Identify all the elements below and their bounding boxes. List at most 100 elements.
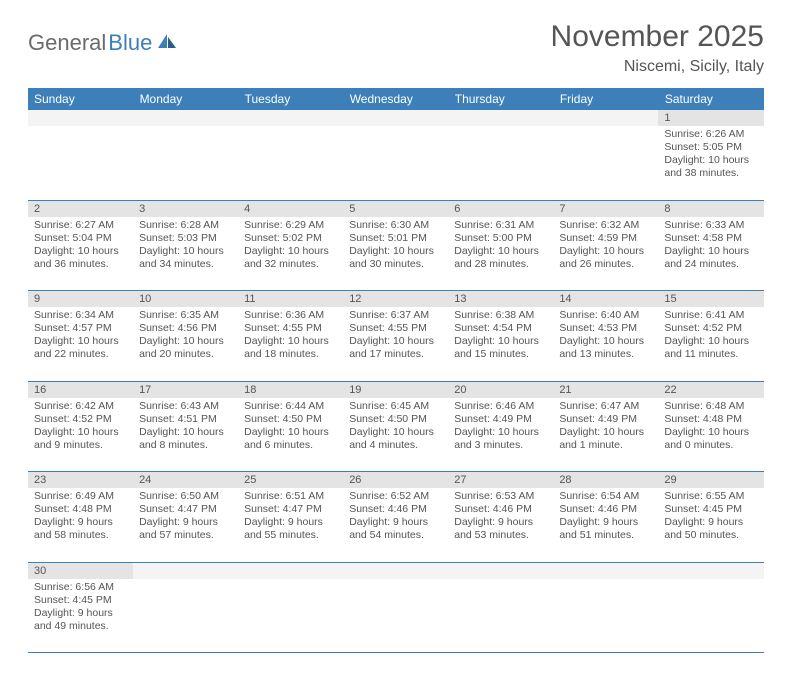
day-number-cell: 4 (238, 200, 343, 217)
day-content: Sunrise: 6:32 AMSunset: 4:59 PMDaylight:… (553, 217, 658, 276)
sunrise: Sunrise: 6:46 AM (454, 400, 547, 413)
day-cell: Sunrise: 6:38 AMSunset: 4:54 PMDaylight:… (448, 307, 553, 381)
day-content: Sunrise: 6:42 AMSunset: 4:52 PMDaylight:… (28, 398, 133, 457)
day-number-cell: 28 (553, 472, 658, 489)
day-number-cell: 21 (553, 381, 658, 398)
day-cell: Sunrise: 6:32 AMSunset: 4:59 PMDaylight:… (553, 217, 658, 291)
title-block: November 2025 Niscemi, Sicily, Italy (551, 20, 764, 76)
day-cell (238, 579, 343, 653)
sunset: Sunset: 4:55 PM (349, 322, 442, 335)
col-monday: Monday (133, 88, 238, 110)
day-content: Sunrise: 6:50 AMSunset: 4:47 PMDaylight:… (133, 488, 238, 547)
day-content: Sunrise: 6:41 AMSunset: 4:52 PMDaylight:… (658, 307, 763, 366)
daylight: Daylight: 9 hours and 55 minutes. (244, 516, 337, 542)
daylight: Daylight: 10 hours and 17 minutes. (349, 335, 442, 361)
day-number-cell: 19 (343, 381, 448, 398)
day-cell (28, 126, 133, 200)
day-number-cell: 25 (238, 472, 343, 489)
day-content: Sunrise: 6:30 AMSunset: 5:01 PMDaylight:… (343, 217, 448, 276)
sunset: Sunset: 4:49 PM (559, 413, 652, 426)
sunrise: Sunrise: 6:38 AM (454, 309, 547, 322)
day-content: Sunrise: 6:40 AMSunset: 4:53 PMDaylight:… (553, 307, 658, 366)
day-content: Sunrise: 6:46 AMSunset: 4:49 PMDaylight:… (448, 398, 553, 457)
sunset: Sunset: 5:04 PM (34, 232, 127, 245)
col-sunday: Sunday (28, 88, 133, 110)
day-number-cell (343, 562, 448, 579)
day-cell: Sunrise: 6:52 AMSunset: 4:46 PMDaylight:… (343, 488, 448, 562)
col-thursday: Thursday (448, 88, 553, 110)
sunset: Sunset: 4:46 PM (454, 503, 547, 516)
day-cell: Sunrise: 6:44 AMSunset: 4:50 PMDaylight:… (238, 398, 343, 472)
day-number-cell (238, 562, 343, 579)
day-content: Sunrise: 6:48 AMSunset: 4:48 PMDaylight:… (658, 398, 763, 457)
day-number-row: 30 (28, 562, 764, 579)
day-body-row: Sunrise: 6:49 AMSunset: 4:48 PMDaylight:… (28, 488, 764, 562)
header: GeneralBlue November 2025 Niscemi, Sicil… (28, 20, 764, 76)
day-content: Sunrise: 6:53 AMSunset: 4:46 PMDaylight:… (448, 488, 553, 547)
sunrise: Sunrise: 6:27 AM (34, 219, 127, 232)
day-cell: Sunrise: 6:45 AMSunset: 4:50 PMDaylight:… (343, 398, 448, 472)
sunset: Sunset: 4:48 PM (34, 503, 127, 516)
day-cell (133, 126, 238, 200)
day-cell (343, 126, 448, 200)
day-number-cell: 27 (448, 472, 553, 489)
sunrise: Sunrise: 6:45 AM (349, 400, 442, 413)
day-content: Sunrise: 6:33 AMSunset: 4:58 PMDaylight:… (658, 217, 763, 276)
sunset: Sunset: 4:52 PM (664, 322, 757, 335)
month-title: November 2025 (551, 20, 764, 54)
day-cell: Sunrise: 6:47 AMSunset: 4:49 PMDaylight:… (553, 398, 658, 472)
day-number-cell (28, 110, 133, 126)
daylight: Daylight: 10 hours and 8 minutes. (139, 426, 232, 452)
day-number-cell: 24 (133, 472, 238, 489)
day-cell: Sunrise: 6:46 AMSunset: 4:49 PMDaylight:… (448, 398, 553, 472)
day-cell (133, 579, 238, 653)
daylight: Daylight: 9 hours and 50 minutes. (664, 516, 757, 542)
day-number-cell (658, 562, 763, 579)
day-number-cell: 26 (343, 472, 448, 489)
day-number-cell (133, 562, 238, 579)
daylight: Daylight: 9 hours and 53 minutes. (454, 516, 547, 542)
day-content: Sunrise: 6:34 AMSunset: 4:57 PMDaylight:… (28, 307, 133, 366)
sunset: Sunset: 4:46 PM (349, 503, 442, 516)
day-cell: Sunrise: 6:36 AMSunset: 4:55 PMDaylight:… (238, 307, 343, 381)
day-number-row: 9101112131415 (28, 291, 764, 308)
sunrise: Sunrise: 6:55 AM (664, 490, 757, 503)
day-content: Sunrise: 6:31 AMSunset: 5:00 PMDaylight:… (448, 217, 553, 276)
day-cell (343, 579, 448, 653)
day-body-row: Sunrise: 6:34 AMSunset: 4:57 PMDaylight:… (28, 307, 764, 381)
day-number-cell (448, 110, 553, 126)
sunrise: Sunrise: 6:40 AM (559, 309, 652, 322)
sunset: Sunset: 5:03 PM (139, 232, 232, 245)
daylight: Daylight: 10 hours and 30 minutes. (349, 245, 442, 271)
day-number-cell: 30 (28, 562, 133, 579)
day-cell: Sunrise: 6:49 AMSunset: 4:48 PMDaylight:… (28, 488, 133, 562)
day-content: Sunrise: 6:55 AMSunset: 4:45 PMDaylight:… (658, 488, 763, 547)
day-number-cell (553, 562, 658, 579)
logo: GeneralBlue (28, 30, 178, 56)
day-body-row: Sunrise: 6:27 AMSunset: 5:04 PM Daylight:… (28, 217, 764, 291)
daylight: Daylight: 9 hours and 58 minutes. (34, 516, 127, 542)
daylight: Daylight: 10 hours and 1 minute. (559, 426, 652, 452)
day-content: Sunrise: 6:49 AMSunset: 4:48 PMDaylight:… (28, 488, 133, 547)
daylight: Daylight: 10 hours and 20 minutes. (139, 335, 232, 361)
sunset: Sunset: 4:54 PM (454, 322, 547, 335)
day-number-cell: 9 (28, 291, 133, 308)
day-content: Sunrise: 6:26 AMSunset: 5:05 PMDaylight:… (658, 126, 763, 185)
daylight: Daylight: 10 hours and 4 minutes. (349, 426, 442, 452)
day-cell: Sunrise: 6:30 AMSunset: 5:01 PMDaylight:… (343, 217, 448, 291)
day-cell: Sunrise: 6:40 AMSunset: 4:53 PMDaylight:… (553, 307, 658, 381)
sunset: Sunset: 4:51 PM (139, 413, 232, 426)
daylight: Daylight: 10 hours and 38 minutes. (664, 154, 757, 180)
day-cell (448, 579, 553, 653)
day-content: Sunrise: 6:35 AMSunset: 4:56 PMDaylight:… (133, 307, 238, 366)
daylight: Daylight: 10 hours and 32 minutes. (244, 245, 337, 271)
day-cell: Sunrise: 6:33 AMSunset: 4:58 PMDaylight:… (658, 217, 763, 291)
day-cell: Sunrise: 6:56 AMSunset: 4:45 PMDaylight:… (28, 579, 133, 653)
daylight: Daylight: 10 hours and 15 minutes. (454, 335, 547, 361)
sunrise: Sunrise: 6:32 AM (559, 219, 652, 232)
daylight: Daylight: 9 hours and 49 minutes. (34, 607, 127, 633)
logo-sail-icon (156, 32, 178, 55)
sunset: Sunset: 4:45 PM (34, 594, 127, 607)
day-cell: Sunrise: 6:54 AMSunset: 4:46 PMDaylight:… (553, 488, 658, 562)
sunrise: Sunrise: 6:36 AM (244, 309, 337, 322)
